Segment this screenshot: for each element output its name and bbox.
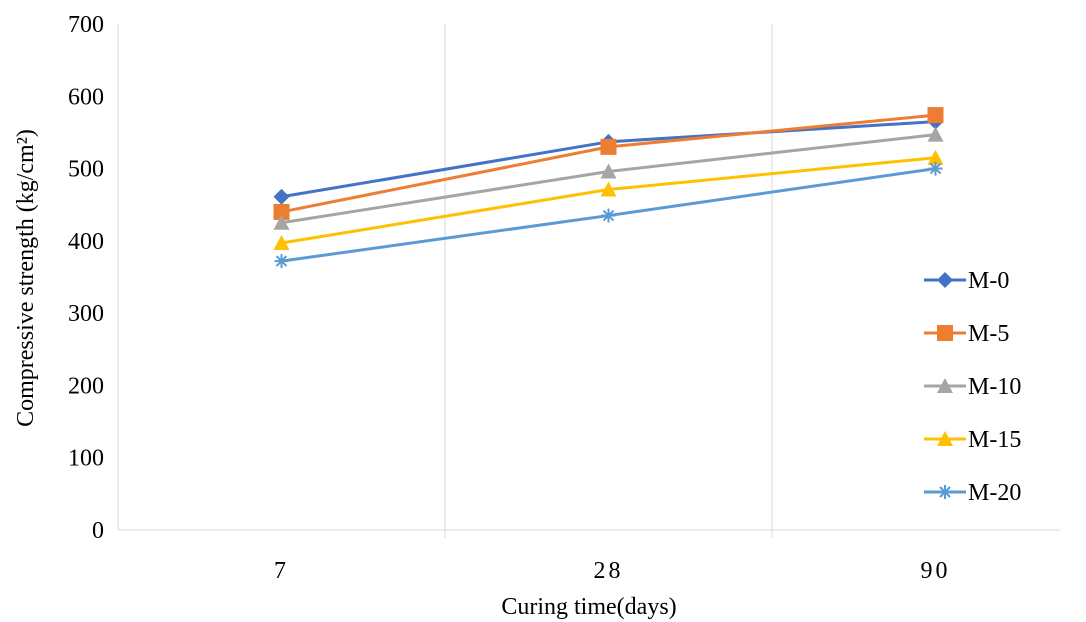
- legend-item-m-5: M-5: [924, 321, 1009, 347]
- legend-label: M-15: [968, 427, 1021, 453]
- y-tick-label: 100: [68, 446, 104, 472]
- y-tick-label: 400: [68, 229, 104, 255]
- legend-marker: [937, 431, 953, 446]
- legend-marker: [937, 272, 953, 288]
- legend: M-0 M-5 M-10 M-15 M-20: [924, 268, 1021, 506]
- x-axis-title: Curing time(days): [501, 594, 676, 620]
- x-tick-labels: 7 28 90: [274, 558, 951, 584]
- data-point: [273, 203, 290, 220]
- series-m-5: [273, 107, 944, 220]
- data-point: [600, 163, 617, 179]
- y-axis-title: Compressive strength (kg/cm²): [13, 129, 39, 427]
- legend-marker: [938, 485, 952, 499]
- legend-item-m-15: M-15: [924, 427, 1021, 453]
- legend-item-m-10: M-10: [924, 374, 1021, 400]
- x-tick-label: 7: [274, 558, 289, 584]
- data-point: [273, 214, 290, 230]
- data-point: [927, 126, 944, 142]
- y-tick-label: 0: [92, 518, 104, 544]
- y-tick-label: 200: [68, 373, 104, 399]
- legend-marker: [937, 325, 953, 341]
- y-tick-label: 600: [68, 84, 104, 110]
- x-tick-label: 90: [921, 558, 951, 584]
- series-m-10: [273, 126, 944, 230]
- y-tick-labels: 0 100 200 300 400 500 600 700: [68, 12, 104, 544]
- data-point: [928, 161, 943, 176]
- series-m-15: [273, 149, 944, 251]
- y-tick-label: 500: [68, 157, 104, 183]
- legend-label: M-0: [968, 268, 1009, 294]
- data-point: [274, 254, 289, 269]
- series-m-20: [274, 161, 943, 269]
- legend-marker: [937, 378, 953, 393]
- legend-item-m-0: M-0: [924, 268, 1009, 294]
- data-point: [927, 149, 944, 165]
- legend-label: M-20: [968, 480, 1021, 506]
- data-point: [600, 181, 617, 197]
- legend-label: M-5: [968, 321, 1009, 347]
- data-point: [273, 188, 290, 205]
- y-tick-label: 300: [68, 301, 104, 327]
- vertical-gridlines: [444, 24, 773, 538]
- x-tick-label: 28: [594, 558, 624, 584]
- legend-item-m-20: M-20: [924, 480, 1021, 506]
- data-point: [600, 138, 617, 155]
- legend-label: M-10: [968, 374, 1021, 400]
- data-point: [273, 235, 290, 251]
- y-tick-label: 700: [68, 12, 104, 38]
- data-point: [601, 208, 616, 223]
- data-point: [927, 107, 944, 124]
- series-layer: [273, 107, 944, 269]
